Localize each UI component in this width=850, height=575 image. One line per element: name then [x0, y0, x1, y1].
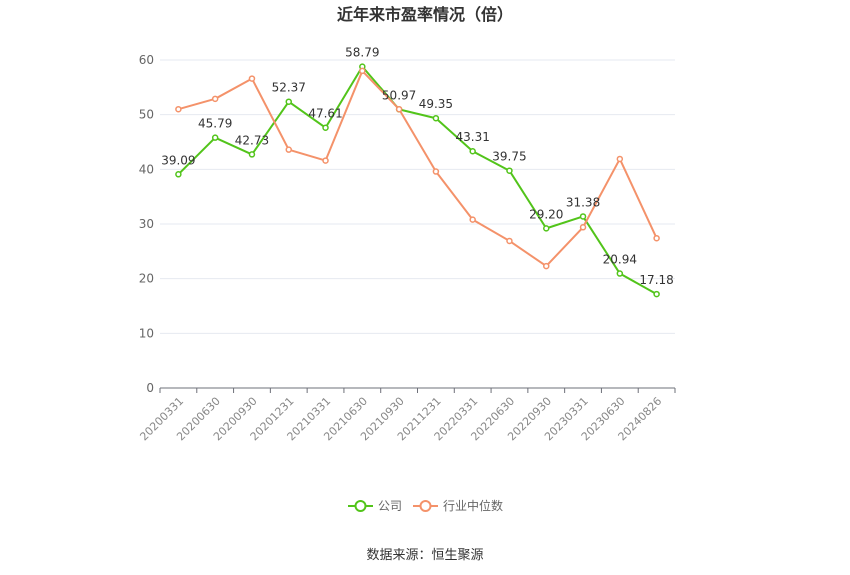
- y-tick-label: 10: [139, 326, 154, 340]
- data-point: [359, 67, 366, 75]
- data-label: 45.79: [198, 117, 232, 131]
- data-label: 42.73: [235, 133, 269, 147]
- legend[interactable]: 公司 行业中位数: [348, 498, 503, 513]
- data-point: [432, 168, 440, 175]
- data-point: [175, 105, 182, 113]
- data-point: [322, 157, 329, 164]
- data-point: [432, 114, 440, 122]
- data-label: 49.35: [419, 97, 453, 111]
- data-label: 17.18: [639, 273, 673, 287]
- y-tick-label: 50: [139, 108, 154, 122]
- series-line-0: [177, 65, 658, 295]
- data-point: [543, 225, 550, 232]
- series-line-1: [178, 69, 658, 268]
- data-point: [248, 75, 256, 82]
- data-point: [469, 216, 476, 223]
- data-label: 20.94: [603, 253, 637, 267]
- legend-label: 行业中位数: [443, 498, 503, 513]
- data-point: [653, 290, 660, 298]
- legend-swatch-marker: [354, 500, 367, 512]
- y-tick-label: 0: [146, 381, 154, 395]
- source-note: 数据来源：恒生聚源: [366, 548, 483, 563]
- legend-item-0[interactable]: 公司: [348, 499, 402, 513]
- data-point: [211, 95, 219, 103]
- y-tick-label: 30: [139, 217, 154, 231]
- data-point: [175, 171, 182, 178]
- data-label: 43.31: [455, 130, 489, 144]
- data-label: 31.38: [566, 195, 600, 209]
- data-point: [395, 105, 403, 113]
- data-point: [322, 124, 329, 131]
- data-point: [285, 98, 292, 105]
- series: [175, 63, 660, 298]
- data-point: [506, 167, 513, 174]
- data-point: [543, 262, 550, 270]
- data-point: [579, 213, 587, 220]
- data-point: [616, 155, 624, 163]
- data-label: 39.75: [492, 150, 526, 164]
- legend-item-1[interactable]: 行业中位数: [413, 498, 503, 513]
- data-point: [211, 134, 219, 141]
- data-point: [469, 147, 476, 155]
- data-point: [506, 237, 513, 245]
- legend-swatch-marker: [419, 500, 432, 512]
- y-tick-label: 40: [139, 162, 154, 176]
- y-tick-label: 60: [139, 53, 154, 67]
- data-point: [579, 224, 587, 231]
- legend-label: 公司: [378, 499, 402, 513]
- data-label: 50.97: [382, 88, 416, 102]
- data-label: 39.09: [161, 153, 195, 167]
- data-point: [248, 151, 256, 158]
- data-label: 29.20: [529, 207, 563, 221]
- data-label: 47.61: [308, 107, 342, 121]
- data-point: [616, 270, 624, 277]
- y-tick-label: 20: [139, 272, 154, 286]
- chart-title: 近年来市盈率情况（倍）: [337, 5, 513, 24]
- data-label: 52.37: [272, 81, 306, 95]
- data-point: [285, 146, 292, 153]
- data-point: [653, 234, 660, 242]
- data-label: 58.79: [345, 46, 379, 60]
